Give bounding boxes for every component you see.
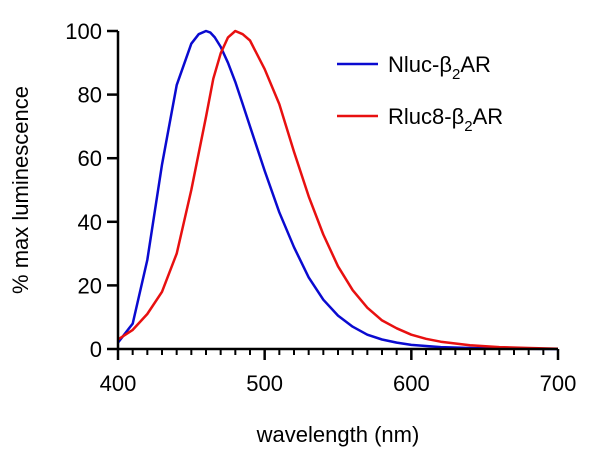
y-tick-label: 100 [65, 19, 102, 44]
y-tick-label: 80 [78, 83, 102, 108]
series-line-2 [117, 29, 559, 350]
legend: Nluc-β2AR Rluc8-β2AR [337, 52, 503, 135]
x-tick-label: 600 [393, 371, 430, 396]
y-axis-title: % max luminescence [8, 86, 33, 294]
x-tick-label: 500 [246, 371, 283, 396]
axes-layer [116, 31, 558, 351]
ticks-layer: 400 500 600 700 0 20 40 60 80 100 [65, 19, 576, 396]
series-line-1 [117, 29, 559, 351]
y-tick-label: 40 [78, 210, 102, 235]
y-tick-label: 0 [90, 337, 102, 362]
x-tick-label: 400 [100, 371, 137, 396]
y-tick-label: 20 [78, 273, 102, 298]
y-tick-label: 60 [78, 146, 102, 171]
legend-label-2: Rluc8-β2AR [388, 104, 503, 135]
series-layer [117, 29, 559, 351]
x-axis-title: wavelength (nm) [256, 422, 420, 447]
legend-label-1: Nluc-β2AR [388, 52, 491, 83]
x-tick-label: 700 [540, 371, 577, 396]
